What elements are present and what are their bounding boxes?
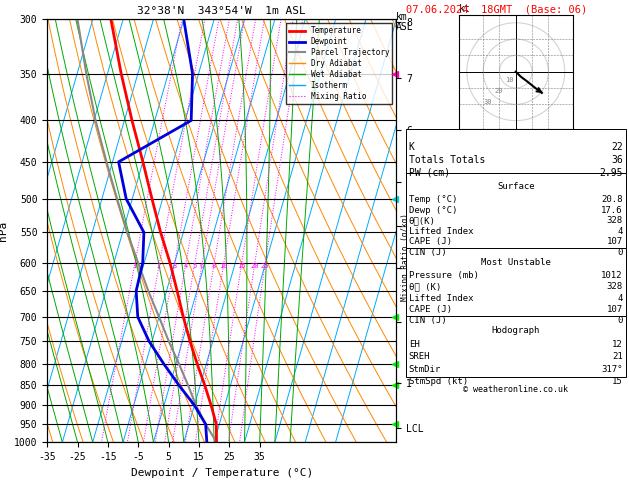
Text: θᴄ(K): θᴄ(K) bbox=[409, 216, 436, 226]
Text: Temp (°C): Temp (°C) bbox=[409, 195, 457, 204]
Text: 36: 36 bbox=[611, 155, 623, 165]
Text: PW (cm): PW (cm) bbox=[409, 168, 450, 178]
Text: StmDir: StmDir bbox=[409, 364, 441, 374]
Text: 4: 4 bbox=[617, 227, 623, 236]
Text: kt: kt bbox=[459, 4, 470, 14]
Text: km: km bbox=[396, 12, 408, 22]
Text: 12: 12 bbox=[612, 340, 623, 349]
Text: 10: 10 bbox=[505, 77, 514, 83]
Text: 25: 25 bbox=[260, 263, 269, 269]
Text: Dewp (°C): Dewp (°C) bbox=[409, 206, 457, 215]
Text: 4: 4 bbox=[183, 263, 187, 269]
Text: 20: 20 bbox=[494, 88, 503, 94]
Text: 15: 15 bbox=[612, 377, 623, 386]
Text: 20.8: 20.8 bbox=[601, 195, 623, 204]
Text: 328: 328 bbox=[606, 216, 623, 226]
Text: EH: EH bbox=[409, 340, 420, 349]
Text: CAPE (J): CAPE (J) bbox=[409, 305, 452, 314]
Text: 3: 3 bbox=[172, 263, 176, 269]
Text: Pressure (mb): Pressure (mb) bbox=[409, 271, 479, 280]
Text: Totals Totals: Totals Totals bbox=[409, 155, 485, 165]
Text: Hodograph: Hodograph bbox=[492, 326, 540, 335]
Text: Lifted Index: Lifted Index bbox=[409, 294, 474, 303]
Text: 317°: 317° bbox=[601, 364, 623, 374]
Text: 20: 20 bbox=[250, 263, 259, 269]
Y-axis label: hPa: hPa bbox=[0, 221, 8, 241]
Text: 107: 107 bbox=[606, 237, 623, 246]
Text: 30: 30 bbox=[484, 99, 493, 104]
Text: ASL: ASL bbox=[396, 22, 414, 32]
Text: SREH: SREH bbox=[409, 352, 430, 362]
Text: 2.95: 2.95 bbox=[599, 168, 623, 178]
Text: CIN (J): CIN (J) bbox=[409, 248, 447, 257]
Text: 1: 1 bbox=[132, 263, 136, 269]
Text: © weatheronline.co.uk: © weatheronline.co.uk bbox=[464, 385, 568, 395]
Text: Most Unstable: Most Unstable bbox=[481, 258, 551, 267]
Text: 1012: 1012 bbox=[601, 271, 623, 280]
Text: 107: 107 bbox=[606, 305, 623, 314]
Text: 4: 4 bbox=[617, 294, 623, 303]
Text: 8: 8 bbox=[212, 263, 216, 269]
Title: 32°38'N  343°54'W  1m ASL: 32°38'N 343°54'W 1m ASL bbox=[137, 6, 306, 16]
Text: 2: 2 bbox=[157, 263, 161, 269]
Text: 07.06.2024  18GMT  (Base: 06): 07.06.2024 18GMT (Base: 06) bbox=[406, 5, 587, 15]
Text: 0: 0 bbox=[617, 316, 623, 325]
Text: 15: 15 bbox=[237, 263, 245, 269]
Text: 21: 21 bbox=[612, 352, 623, 362]
Text: 328: 328 bbox=[606, 282, 623, 292]
Text: Lifted Index: Lifted Index bbox=[409, 227, 474, 236]
Text: 22: 22 bbox=[611, 142, 623, 152]
Text: 17.6: 17.6 bbox=[601, 206, 623, 215]
Text: K: K bbox=[409, 142, 415, 152]
X-axis label: Dewpoint / Temperature (°C): Dewpoint / Temperature (°C) bbox=[131, 468, 313, 478]
Text: Mixing Ratio (g/kg): Mixing Ratio (g/kg) bbox=[401, 213, 410, 301]
Text: StmSpd (kt): StmSpd (kt) bbox=[409, 377, 468, 386]
Text: CAPE (J): CAPE (J) bbox=[409, 237, 452, 246]
Text: Surface: Surface bbox=[497, 182, 535, 191]
Legend: Temperature, Dewpoint, Parcel Trajectory, Dry Adiabat, Wet Adiabat, Isotherm, Mi: Temperature, Dewpoint, Parcel Trajectory… bbox=[286, 23, 392, 104]
Text: 6: 6 bbox=[199, 263, 204, 269]
Text: CIN (J): CIN (J) bbox=[409, 316, 447, 325]
Text: 5: 5 bbox=[192, 263, 196, 269]
Text: 0: 0 bbox=[617, 248, 623, 257]
Text: θᴄ (K): θᴄ (K) bbox=[409, 282, 441, 292]
Text: 10: 10 bbox=[219, 263, 228, 269]
